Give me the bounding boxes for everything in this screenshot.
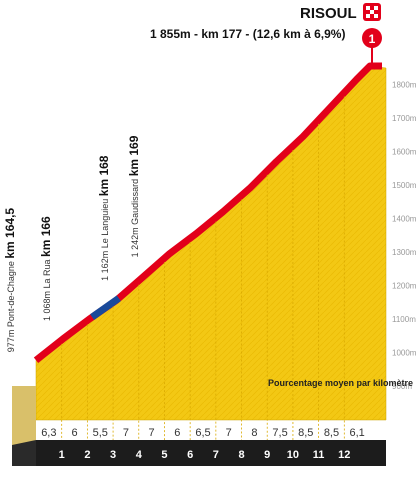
grade-label: 8,5 [298,427,313,439]
waypoint: 1 242m Gaudissard km 169 [127,135,141,257]
waypoint-alt: 1 068m [42,289,52,322]
y-tick-label: 1400m [392,214,417,223]
flag-square [374,14,378,18]
y-tick-label: 900m [392,382,412,391]
flag-square [374,6,378,10]
x-tick-label: 2 [84,449,90,461]
y-tick-label: 1300m [392,248,417,257]
flag-square [366,14,370,18]
base-bar-left [12,440,36,466]
y-tick-label: 1100m [392,315,416,324]
waypoint: 1 068m La Rua km 166 [39,216,53,321]
waypoint-name: Gaudissard [130,176,140,225]
base-bar [36,440,386,466]
waypoint-text: 1 068m La Rua km 166 [39,216,53,321]
highlight-segment [90,295,121,320]
grade-label: 6 [174,427,180,439]
waypoint-text: 1 242m Gaudissard km 169 [127,135,141,257]
grade-label: 8 [251,427,257,439]
km-separators [61,96,345,440]
waypoint-alt: 977m [6,327,16,352]
chart-subtitle: 1 855m - km 177 - (12,6 km à 6,9%) [150,27,345,41]
grade-label: 6,3 [41,427,56,439]
y-axis-ticks: 900m 1000m 1100m 1200m 1300m 1400m 1500m 1600m 1… [392,80,417,391]
x-tick-label: 9 [264,449,270,461]
waypoint-name: Le Languieu [100,196,110,248]
x-tick-label: 12 [338,449,350,461]
grade-label: 5,5 [93,427,108,439]
profile-front-face [12,386,36,445]
grade-label: 6,1 [350,427,365,439]
grade-label: 6 [71,427,77,439]
x-axis-labels: 1 2 3 4 5 6 7 8 9 10 11 12 [59,449,351,461]
waypoint-km: km 168 [97,155,111,196]
y-tick-label: 1700m [392,114,417,123]
y-tick-label: 1800m [392,80,417,89]
waypoint-alt: 1 162m [100,248,110,281]
x-tick-label: 3 [110,449,116,461]
summit-marker-icon: 1 [362,28,382,64]
grade-label: 7 [226,427,232,439]
waypoint-labels: 977m Pont-de-Chagne km 164,5 1 068m La Ru… [3,135,141,352]
flag-square [370,10,374,14]
y-tick-label: 1000m [392,348,417,357]
x-tick-label: 11 [313,449,325,461]
x-tick-label: 5 [161,449,167,461]
grade-label: 6,5 [195,427,210,439]
x-tick-label: 8 [238,449,244,461]
summit-badge-label: 1 [369,32,376,46]
grade-label: 7 [149,427,155,439]
grade-labels: 6,3 6 5,5 7 7 6 6,5 7 8 7,5 8,5 8,5 6,1 [41,427,365,439]
grade-label: 8,5 [324,427,339,439]
x-tick-label: 1 [59,449,65,461]
grade-label: 7 [123,427,129,439]
legend-note: Pourcentage moyen par kilomètre [268,378,413,388]
waypoint: 977m Pont-de-Chagne km 164,5 [3,208,17,353]
profile-area [35,65,387,421]
waypoint-text: 977m Pont-de-Chagne km 164,5 [3,208,17,353]
waypoint: 1 162m Le Languieu km 168 [97,155,111,281]
chart-title: RISOUL [300,5,357,22]
finish-flag-icon [363,3,381,21]
waypoint-name: La Rua [42,257,52,289]
waypoint-km: km 166 [39,216,53,257]
x-tick-label: 7 [213,449,219,461]
y-tick-label: 1200m [392,281,417,290]
x-tick-label: 6 [187,449,193,461]
y-tick-label: 1500m [392,181,417,190]
waypoint-text: 1 162m Le Languieu km 168 [97,155,111,281]
waypoint-km: km 169 [127,135,141,176]
x-tick-label: 4 [136,449,143,461]
y-tick-label: 1600m [392,147,417,156]
x-tick-label: 10 [287,449,299,461]
grade-label: 7,5 [272,427,287,439]
waypoint-name: Pont-de-Chagne [6,259,16,328]
waypoint-alt: 1 242m [130,225,140,258]
flag-square [366,6,370,10]
waypoint-km: km 164,5 [3,208,17,259]
